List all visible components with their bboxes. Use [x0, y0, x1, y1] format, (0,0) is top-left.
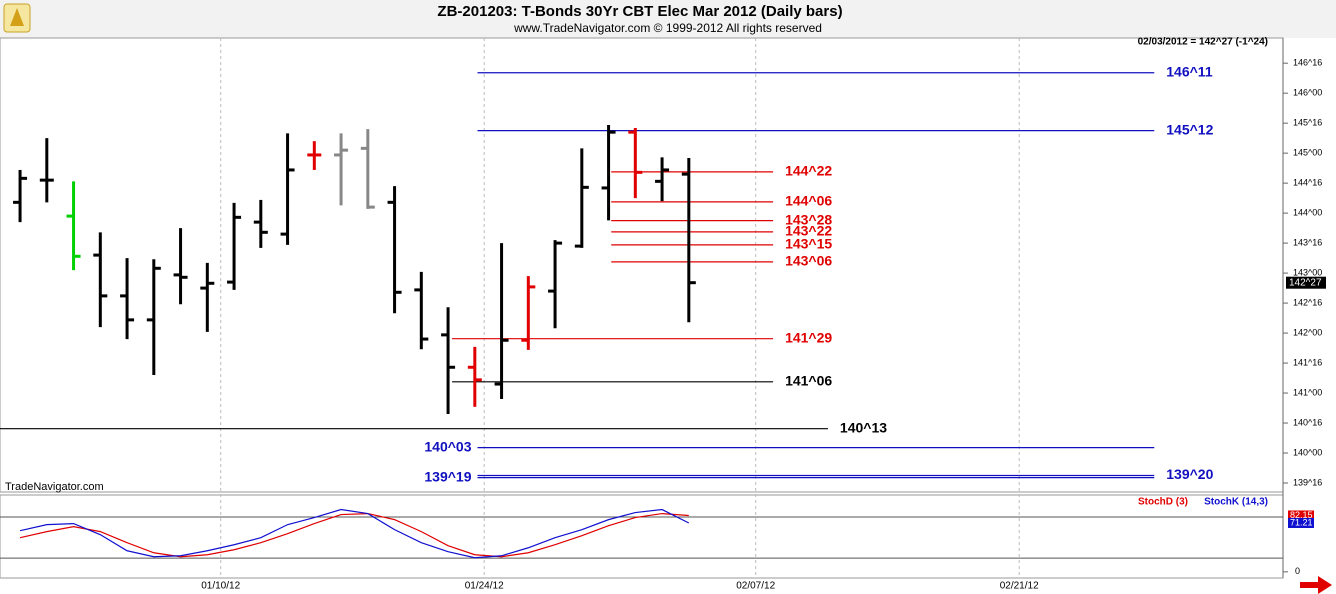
x-tick-label: 01/24/12 — [465, 581, 504, 592]
y-tick-label: 0 — [1295, 566, 1300, 576]
level-label: 143^15 — [785, 236, 832, 252]
watermark: TradeNavigator.com — [5, 481, 104, 493]
logo-icon — [3, 3, 31, 33]
level-label: 141^06 — [785, 373, 832, 389]
y-tick-label: 146^00 — [1293, 88, 1322, 98]
level-label: 141^29 — [785, 329, 832, 345]
last-price-label: 142^27 — [1289, 277, 1322, 288]
value-box — [1288, 517, 1314, 528]
y-tick-label: 140^00 — [1293, 447, 1322, 457]
level-label: 143^28 — [785, 211, 832, 227]
value-box — [1288, 510, 1314, 521]
legend-label: StochD (3) — [1138, 497, 1188, 508]
level-label: 145^12 — [1166, 121, 1213, 137]
y-tick-label: 144^16 — [1293, 178, 1322, 188]
level-label: 143^06 — [785, 253, 832, 269]
price-panel — [0, 37, 1284, 493]
legend-label: StochK (14,3) — [1204, 497, 1268, 508]
chart-subtitle: www.TradeNavigator.com © 1999-2012 All r… — [513, 21, 822, 35]
y-tick-label: 139^16 — [1293, 477, 1322, 487]
y-tick-label: 142^00 — [1293, 327, 1322, 337]
y-tick-label: 145^00 — [1293, 148, 1322, 158]
level-label: 144^06 — [785, 193, 832, 209]
y-tick-label: 141^16 — [1293, 357, 1322, 367]
stoch-line — [19, 512, 689, 558]
y-tick-label: 142^16 — [1293, 297, 1322, 307]
stoch-line — [19, 508, 690, 559]
level-label: 140^13 — [840, 419, 887, 435]
last-price-box — [1286, 276, 1326, 289]
y-tick-label: 141^00 — [1293, 387, 1322, 397]
value-box-label: 82.15 — [1290, 510, 1313, 520]
y-tick-label: 143^00 — [1293, 267, 1322, 277]
level-label: 143^22 — [785, 223, 832, 239]
y-tick-label: 144^00 — [1293, 207, 1322, 217]
header-note: 02/03/2012 = 142^27 (-1^24) — [1138, 37, 1268, 48]
value-box-label: 71.21 — [1290, 517, 1313, 527]
level-label: 144^22 — [785, 163, 832, 179]
y-tick-label: 146^16 — [1293, 58, 1322, 68]
y-tick-label: 140^16 — [1293, 417, 1322, 427]
x-tick-label: 02/07/12 — [736, 581, 775, 592]
scroll-arrow[interactable] — [1300, 576, 1332, 594]
level-label: 146^11 — [1166, 63, 1213, 79]
header-background — [0, 0, 1336, 38]
x-tick-label: 01/10/12 — [201, 581, 240, 592]
stoch-panel — [0, 494, 1284, 579]
y-tick-label: 143^16 — [1293, 237, 1322, 247]
level-label: 139^20 — [1166, 466, 1213, 482]
x-tick-label: 02/21/12 — [1000, 581, 1039, 592]
chart-title: ZB-201203: T-Bonds 30Yr CBT Elec Mar 201… — [437, 3, 842, 20]
level-label: 139^19 — [424, 468, 471, 484]
y-tick-label: 145^16 — [1293, 118, 1322, 128]
level-label: 140^03 — [424, 438, 471, 454]
